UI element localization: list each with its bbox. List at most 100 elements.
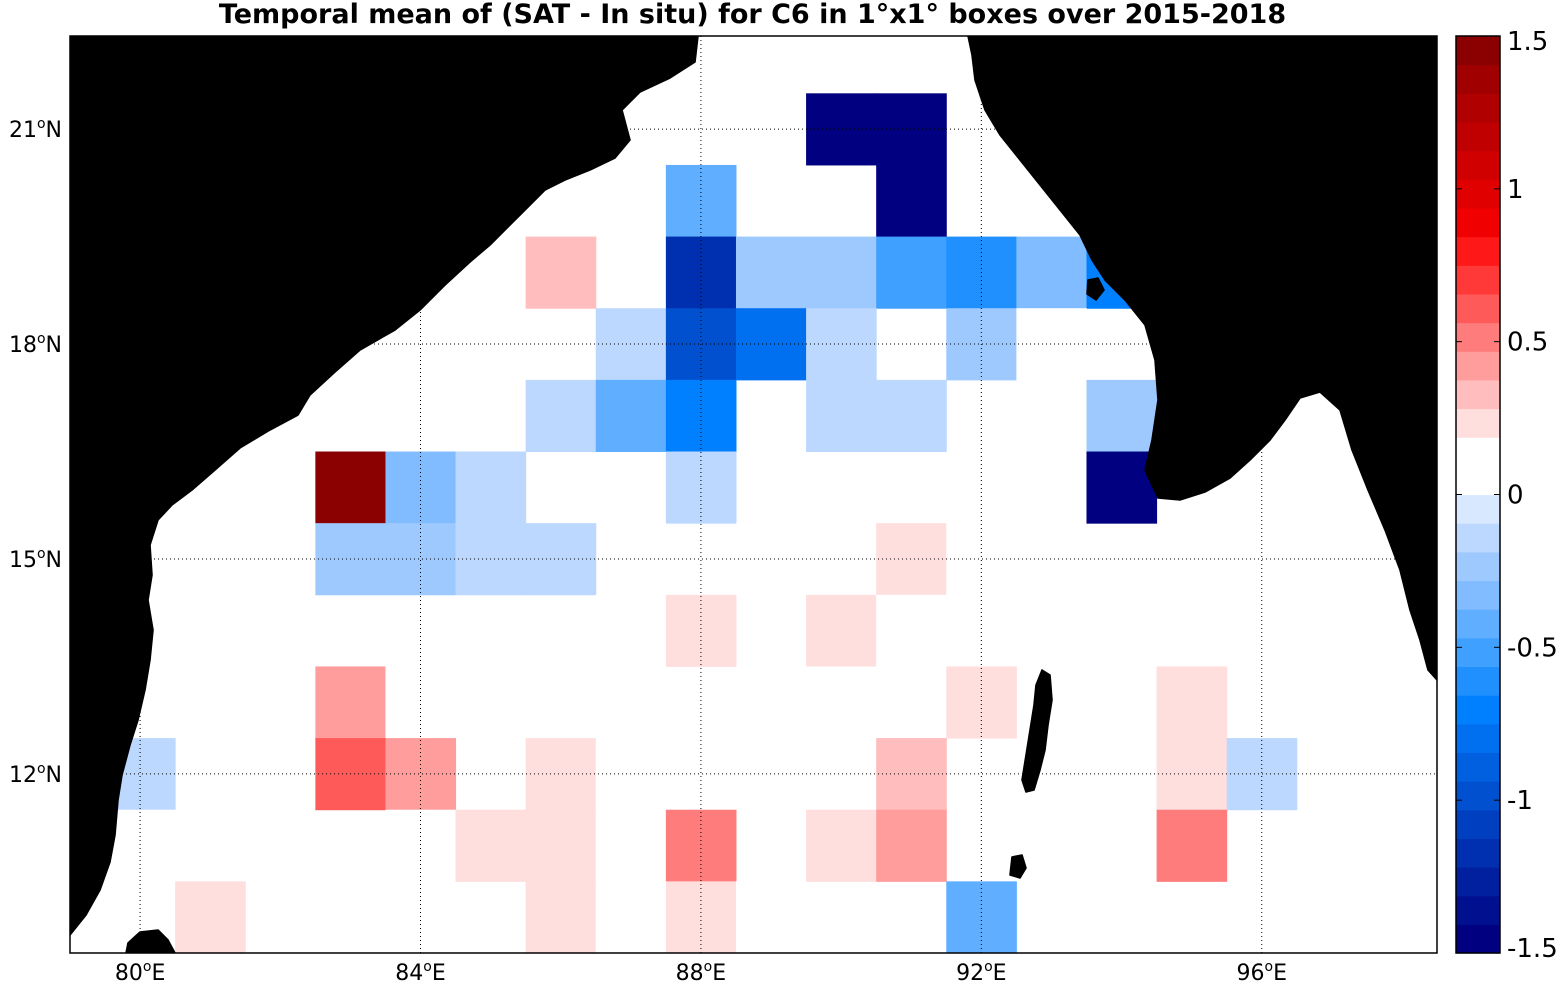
lon-tick-label: 84oE: [395, 959, 445, 984]
colorbar-tick-label: -1.5: [1507, 934, 1558, 964]
data-box: [385, 451, 457, 524]
andaman-islands: [1021, 669, 1053, 793]
data-box: [806, 666, 877, 739]
data-box: [1156, 666, 1228, 739]
data-box: [455, 451, 527, 524]
data-box: [876, 379, 947, 453]
lon-tick-label: 92oE: [956, 959, 1006, 984]
lat-tick-label: 21oN: [9, 116, 62, 143]
colorbar-segment: [1456, 809, 1500, 839]
colorbar-tick-label: 0: [1507, 481, 1524, 511]
colorbar-tick-label: -0.5: [1507, 633, 1558, 663]
colorbar: 1.5 1 0.5 0 -0.5 -1 -1.5: [1455, 27, 1558, 964]
data-box: [665, 881, 737, 953]
axis-labels: 80oE 84oE 88oE 92oE 96oE 21oN 18oN 15oN 12oN: [9, 116, 1287, 984]
data-box: [315, 666, 386, 739]
data-box: [525, 809, 597, 882]
data-box: [385, 666, 457, 739]
land-east: [967, 36, 1437, 681]
data-box: [806, 379, 877, 453]
data-box: [806, 93, 877, 166]
lat-tick-label: 12oN: [9, 761, 62, 788]
data-box: [595, 666, 667, 739]
colorbar-segment: [1456, 265, 1500, 295]
colorbar-segment: [1456, 895, 1500, 925]
data-box: [1016, 308, 1087, 381]
data-box: [385, 738, 457, 811]
coastal-island: [1086, 277, 1105, 301]
colorbar-segment: [1456, 179, 1500, 209]
little-andaman: [1009, 854, 1027, 879]
data-box: [1156, 809, 1228, 882]
colorbar-segment: [1456, 867, 1500, 897]
data-box: [665, 164, 737, 238]
land-layer: [70, 36, 1437, 953]
data-box: [595, 809, 667, 882]
colorbar-segment: [1456, 207, 1500, 238]
data-box: [876, 523, 947, 596]
colorbar-segment: [1456, 551, 1500, 582]
colorbar-segment: [1456, 465, 1500, 496]
data-box: [876, 738, 947, 811]
lat-tick-label: 15oN: [9, 546, 62, 573]
colorbar-segment: [1456, 666, 1500, 696]
data-box: [806, 738, 877, 811]
data-box: [385, 523, 457, 596]
data-box: [946, 881, 1017, 953]
data-box: [665, 451, 737, 524]
colorbar-segment: [1456, 236, 1500, 266]
colorbar-segment: [1456, 293, 1500, 324]
colorbar-segment: [1456, 523, 1500, 553]
data-box: [1156, 738, 1228, 811]
data-box: [525, 523, 597, 596]
lat-tick-label: 18oN: [9, 331, 62, 358]
data-box: [946, 451, 1017, 524]
data-box: [665, 809, 737, 882]
colorbar-segment: [1456, 494, 1500, 524]
data-box: [735, 881, 807, 953]
data-box: [665, 594, 737, 667]
lon-tick-label: 96oE: [1237, 959, 1287, 984]
colorbar-tick-label: 1.5: [1507, 27, 1548, 57]
colorbar-segment: [1456, 93, 1500, 123]
colorbar-segment: [1456, 36, 1500, 66]
data-box: [876, 236, 947, 309]
colorbar-segment: [1456, 64, 1500, 94]
data-box: [385, 809, 457, 882]
map-frame: [69, 35, 1438, 954]
data-box: [1086, 451, 1158, 524]
data-box: [525, 881, 597, 953]
colorbar-segment: [1456, 379, 1500, 410]
colorbar-segment: [1456, 781, 1500, 811]
data-box: [876, 93, 947, 166]
colorbar-segment: [1456, 637, 1500, 668]
data-box: [806, 236, 877, 309]
data-box: [525, 379, 597, 453]
colorbar-tick-label: -1: [1507, 786, 1533, 816]
colorbar-segment: [1456, 924, 1500, 954]
colorbar-segment: [1456, 121, 1500, 152]
data-box: [525, 738, 597, 811]
colorbar-tick-label: 0.5: [1507, 328, 1548, 358]
colorbar-segment: [1456, 838, 1500, 868]
data-box: [175, 881, 246, 953]
data-box: [806, 809, 877, 882]
map-title: Temporal mean of (SAT - In situ) for C6 …: [218, 0, 1287, 30]
data-box: [876, 164, 947, 238]
data-box: [1086, 379, 1158, 453]
data-box: [315, 451, 386, 524]
colorbar-segment: [1456, 351, 1500, 381]
colorbar-segment: [1456, 408, 1500, 438]
data-box: [525, 236, 597, 309]
data-box: [806, 594, 877, 667]
data-box: [595, 881, 667, 953]
land-mainland: [70, 36, 699, 936]
lon-tick-label: 88oE: [676, 959, 726, 984]
colorbar-segment: [1456, 580, 1500, 610]
colorbar-segment: [1456, 695, 1500, 725]
colorbar-segment: [1456, 752, 1500, 782]
data-box: [946, 666, 1017, 739]
data-box: [595, 594, 667, 667]
colorbar-segment: [1456, 150, 1500, 180]
